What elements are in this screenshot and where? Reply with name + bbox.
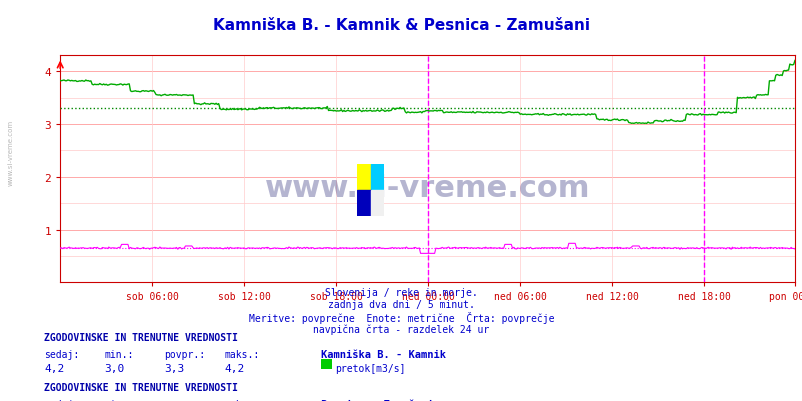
Text: Kamniška B. - Kamnik & Pesnica - Zamušani: Kamniška B. - Kamnik & Pesnica - Zamušan… xyxy=(213,18,589,33)
Text: 3,0: 3,0 xyxy=(104,363,124,373)
Text: pretok[m3/s]: pretok[m3/s] xyxy=(334,363,405,373)
Text: min.:: min.: xyxy=(104,349,134,359)
Text: 4,2: 4,2 xyxy=(44,363,64,373)
Text: sedaj:: sedaj: xyxy=(44,349,79,359)
Text: www.si-vreme.com: www.si-vreme.com xyxy=(265,173,589,202)
Text: navpična črta - razdelek 24 ur: navpična črta - razdelek 24 ur xyxy=(313,324,489,334)
Text: povpr.:: povpr.: xyxy=(164,399,205,401)
Bar xyxy=(357,164,371,190)
Text: Meritve: povprečne  Enote: metrične  Črta: povprečje: Meritve: povprečne Enote: metrične Črta:… xyxy=(249,312,553,324)
Text: www.si-vreme.com: www.si-vreme.com xyxy=(8,119,14,185)
Text: 3,3: 3,3 xyxy=(164,363,184,373)
Text: zadnja dva dni / 5 minut.: zadnja dva dni / 5 minut. xyxy=(328,300,474,310)
Text: maks.:: maks.: xyxy=(225,399,260,401)
Text: maks.:: maks.: xyxy=(225,349,260,359)
Text: 4,2: 4,2 xyxy=(225,363,245,373)
Text: ZGODOVINSKE IN TRENUTNE VREDNOSTI: ZGODOVINSKE IN TRENUTNE VREDNOSTI xyxy=(44,332,237,342)
Bar xyxy=(371,190,383,217)
Bar xyxy=(371,164,383,190)
Text: Slovenija / reke in morje.: Slovenija / reke in morje. xyxy=(325,288,477,298)
Text: Kamniška B. - Kamnik: Kamniška B. - Kamnik xyxy=(321,349,446,359)
Bar xyxy=(357,190,371,217)
Text: povpr.:: povpr.: xyxy=(164,349,205,359)
Text: min.:: min.: xyxy=(104,399,134,401)
Text: ZGODOVINSKE IN TRENUTNE VREDNOSTI: ZGODOVINSKE IN TRENUTNE VREDNOSTI xyxy=(44,382,237,392)
Text: Pesnica - Zamušani: Pesnica - Zamušani xyxy=(321,399,433,401)
Text: sedaj:: sedaj: xyxy=(44,399,79,401)
